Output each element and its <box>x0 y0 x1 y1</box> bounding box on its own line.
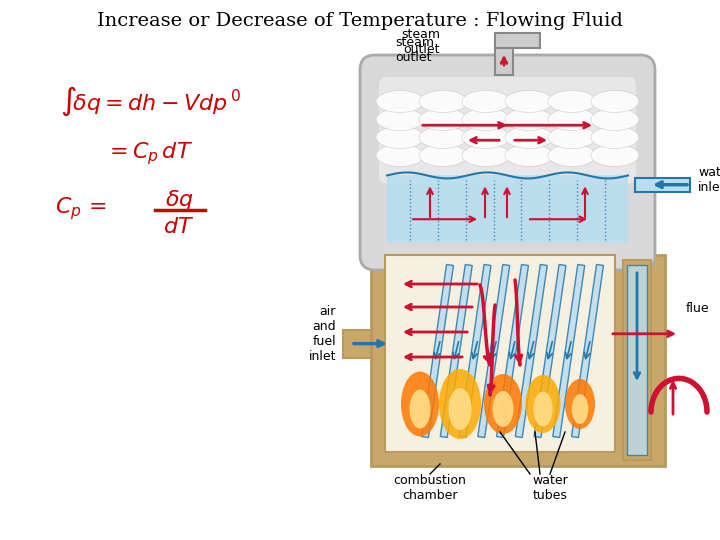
Bar <box>623 260 651 460</box>
FancyArrow shape <box>534 265 566 437</box>
Ellipse shape <box>591 144 639 166</box>
Ellipse shape <box>534 392 553 427</box>
Ellipse shape <box>410 389 431 429</box>
FancyArrow shape <box>516 265 547 437</box>
FancyArrow shape <box>572 265 603 437</box>
Bar <box>387 176 628 243</box>
Text: water
inlet: water inlet <box>698 166 720 194</box>
Ellipse shape <box>449 388 472 430</box>
Ellipse shape <box>505 126 553 149</box>
FancyArrow shape <box>441 265 472 437</box>
Ellipse shape <box>492 391 513 427</box>
Text: flue: flue <box>686 302 710 315</box>
Ellipse shape <box>462 126 510 149</box>
Ellipse shape <box>462 109 510 131</box>
Bar <box>371 255 665 466</box>
Text: steam
outlet: steam outlet <box>401 28 440 56</box>
Text: water
tubes: water tubes <box>532 474 568 502</box>
Text: $C_p\, =$: $C_p\, =$ <box>55 195 107 222</box>
FancyBboxPatch shape <box>379 77 636 184</box>
Bar <box>495 40 513 75</box>
Ellipse shape <box>376 90 424 112</box>
Ellipse shape <box>376 126 424 149</box>
Ellipse shape <box>419 109 467 131</box>
Ellipse shape <box>484 374 522 434</box>
Ellipse shape <box>419 90 467 112</box>
Ellipse shape <box>376 144 424 166</box>
Ellipse shape <box>505 109 553 131</box>
Ellipse shape <box>419 144 467 166</box>
Ellipse shape <box>548 126 596 149</box>
Text: air
and
fuel
inlet: air and fuel inlet <box>308 305 336 363</box>
Ellipse shape <box>548 144 596 166</box>
FancyArrow shape <box>497 265 528 437</box>
Ellipse shape <box>401 372 439 436</box>
FancyArrow shape <box>478 265 510 437</box>
Ellipse shape <box>591 109 639 131</box>
FancyBboxPatch shape <box>360 55 655 270</box>
Ellipse shape <box>526 375 560 433</box>
Bar <box>627 265 647 455</box>
Text: steam
outlet: steam outlet <box>395 36 434 64</box>
Ellipse shape <box>462 90 510 112</box>
Ellipse shape <box>591 90 639 112</box>
FancyArrow shape <box>553 265 585 437</box>
FancyArrow shape <box>459 265 491 437</box>
Ellipse shape <box>565 379 595 429</box>
Text: Increase or Decrease of Temperature : Flowing Fluid: Increase or Decrease of Temperature : Fl… <box>97 12 623 30</box>
Bar <box>343 329 371 357</box>
Ellipse shape <box>439 369 481 439</box>
Ellipse shape <box>505 90 553 112</box>
Ellipse shape <box>548 90 596 112</box>
Bar <box>635 178 690 192</box>
Text: $\int\!\delta q = dh - Vdp^{\,0}$: $\int\!\delta q = dh - Vdp^{\,0}$ <box>60 85 241 118</box>
FancyArrow shape <box>421 265 454 437</box>
Ellipse shape <box>548 109 596 131</box>
Ellipse shape <box>505 144 553 166</box>
Ellipse shape <box>419 126 467 149</box>
Text: $\delta q$: $\delta q$ <box>165 188 194 212</box>
Ellipse shape <box>462 144 510 166</box>
Text: $= C_p\,dT$: $= C_p\,dT$ <box>105 140 193 167</box>
Ellipse shape <box>376 109 424 131</box>
Bar <box>495 33 540 48</box>
Text: $dT$: $dT$ <box>163 217 194 237</box>
Bar <box>385 255 615 452</box>
Ellipse shape <box>591 126 639 149</box>
Ellipse shape <box>572 394 588 424</box>
Text: combustion
chamber: combustion chamber <box>394 474 467 502</box>
